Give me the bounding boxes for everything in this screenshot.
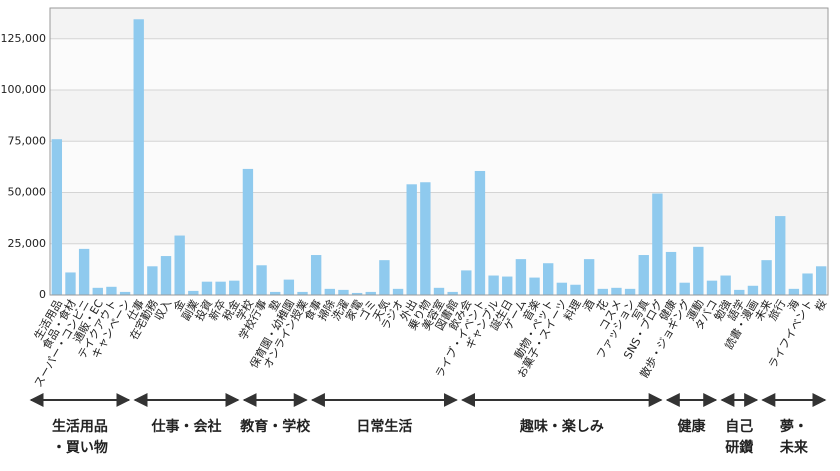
bar — [747, 285, 759, 295]
bar — [270, 291, 281, 295]
bar — [433, 287, 445, 295]
bar — [147, 266, 158, 295]
bar — [365, 291, 376, 295]
bar — [638, 255, 649, 295]
bar — [529, 277, 540, 295]
bar — [297, 291, 308, 295]
bar — [734, 289, 745, 295]
bar — [188, 290, 199, 295]
bar — [679, 282, 690, 295]
bar — [65, 272, 76, 295]
bar — [406, 184, 417, 295]
group-label: 健康 — [678, 418, 707, 435]
group-label: 生活用品 — [52, 418, 108, 435]
bar — [201, 281, 213, 295]
bar — [461, 270, 472, 295]
bar — [160, 256, 172, 295]
grid-band — [50, 38, 828, 90]
bar — [379, 260, 390, 295]
bar — [706, 280, 718, 295]
bar — [802, 273, 813, 295]
bar — [502, 276, 513, 295]
bar — [420, 182, 431, 295]
bar — [775, 216, 786, 295]
bar — [515, 259, 527, 295]
bar — [474, 170, 486, 295]
bar — [242, 168, 254, 295]
bar — [611, 287, 622, 295]
bar — [788, 288, 800, 295]
bar — [488, 275, 499, 295]
y-tick-label: 0 — [39, 288, 46, 301]
bar — [351, 292, 363, 295]
bar — [133, 19, 144, 296]
bar — [51, 139, 63, 295]
bar — [761, 260, 772, 295]
group-label: 夢・ — [780, 418, 808, 435]
bar — [570, 284, 581, 295]
bar — [543, 263, 554, 295]
bar — [665, 251, 677, 295]
bar — [693, 246, 704, 295]
group-label: 仕事・会社 — [150, 418, 221, 435]
bar — [174, 235, 185, 295]
bar — [652, 193, 663, 295]
group-label: 研鑽 — [725, 439, 753, 456]
bar — [392, 288, 404, 295]
x-tick-label: 桜 — [812, 297, 830, 314]
bar — [556, 282, 568, 295]
bar — [78, 248, 90, 295]
group-label: 趣味・楽しみ — [519, 418, 604, 435]
plot-border — [49, 7, 829, 296]
bar — [447, 291, 458, 295]
y-tick-label: 50,000 — [8, 186, 47, 199]
bar — [256, 265, 267, 295]
bar — [310, 255, 322, 295]
group-label: 自己 — [725, 418, 753, 435]
bar — [215, 281, 226, 295]
y-tick-label: 25,000 — [8, 237, 47, 250]
y-tick-label: 75,000 — [8, 134, 47, 147]
bar — [92, 287, 103, 295]
bar — [815, 266, 827, 295]
y-tick-label: 125,000 — [1, 32, 47, 45]
bar — [597, 288, 608, 295]
grid-band — [50, 141, 828, 193]
bar — [324, 288, 335, 295]
bar — [283, 279, 295, 295]
bar — [338, 289, 349, 295]
bar — [119, 291, 131, 295]
bar — [229, 280, 240, 295]
group-label: 未来 — [780, 439, 809, 456]
y-tick-label: 100,000 — [1, 83, 47, 96]
bar — [624, 288, 636, 295]
group-label: 日常生活 — [356, 418, 412, 435]
bar — [720, 275, 731, 295]
group-label: ・買い物 — [52, 439, 108, 456]
bar — [583, 259, 595, 295]
bar — [106, 286, 117, 295]
group-label: 教育・学校 — [240, 418, 311, 435]
